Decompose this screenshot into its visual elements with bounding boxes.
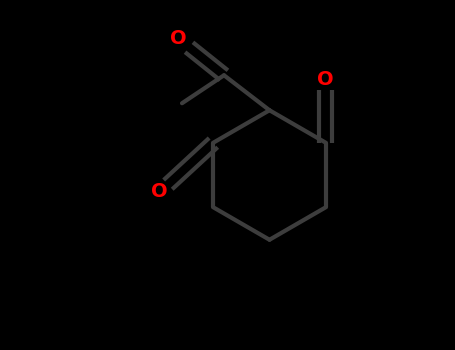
Text: O: O bbox=[170, 29, 187, 48]
Text: O: O bbox=[317, 70, 334, 89]
Text: O: O bbox=[151, 182, 167, 201]
